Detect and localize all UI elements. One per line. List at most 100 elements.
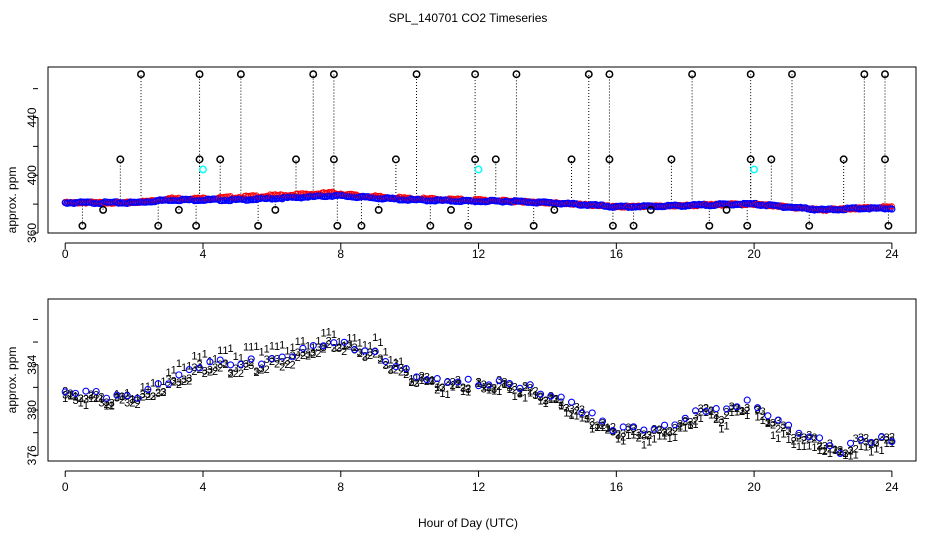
green-2-marker: 2: [481, 379, 487, 391]
black-outlier-point: [412, 70, 421, 79]
blue-3-marker: 3: [403, 367, 409, 379]
green-2-marker: 2: [367, 350, 373, 362]
green-2-marker: 2: [641, 429, 647, 441]
green-2-marker: 2: [455, 378, 461, 390]
green-2-marker: 2: [677, 421, 683, 433]
red-1-marker: 1: [150, 378, 156, 390]
blue-3-marker: 3: [326, 336, 332, 348]
green-2-marker: 2: [765, 418, 771, 430]
green-2-marker: 2: [527, 385, 533, 397]
top-x-tick-label: 8: [337, 247, 344, 261]
blue-3-marker: 3: [119, 391, 125, 403]
red-1-marker: 1: [558, 401, 564, 413]
blue-circle-point: [103, 394, 111, 402]
blue-3-marker: 3: [129, 395, 135, 407]
red-1-marker: 1: [878, 445, 884, 457]
red-1-marker: 1: [212, 354, 218, 366]
blue-3-marker: 3: [320, 342, 326, 354]
black-outlier-point: [236, 70, 245, 79]
blue-circle-point: [588, 409, 596, 417]
green-2-marker: 2: [346, 340, 352, 352]
red-1-marker: 1: [222, 345, 228, 357]
blue-3-marker: 3: [584, 414, 590, 426]
blue-3-marker: 3: [310, 347, 316, 359]
black-outlier-point: [333, 221, 342, 230]
red-1-marker: 1: [140, 381, 146, 393]
red-1-marker: 1: [532, 389, 538, 401]
blue-circle-point: [857, 436, 865, 444]
red-1-marker: 1: [114, 389, 120, 401]
black-outlier-point: [646, 205, 655, 214]
green-2-marker: 2: [155, 387, 161, 399]
red-1-marker: 1: [734, 406, 740, 418]
blue-3-marker: 3: [868, 438, 874, 450]
green-2-marker: 2: [150, 391, 156, 403]
red-1-marker: 1: [351, 333, 357, 345]
red-1-marker: 1: [506, 384, 512, 396]
red-1-marker: 1: [486, 384, 492, 396]
red-1-marker: 1: [393, 357, 399, 369]
black-outlier-point: [447, 205, 455, 214]
blue-circle-point: [196, 364, 204, 372]
red-1-marker: 1: [129, 394, 135, 406]
black-outlier-point: [195, 155, 204, 164]
blue-circle-point: [289, 353, 297, 361]
green-2-marker: 2: [785, 426, 791, 438]
red-1-marker: 1: [656, 430, 662, 442]
black-outlier-point: [584, 70, 593, 79]
top-x-tick-label: 4: [200, 247, 207, 261]
blue-circle-point: [144, 385, 152, 394]
blue-circle-point: [547, 392, 555, 400]
green-2-marker: 2: [114, 391, 120, 403]
green-2-marker: 2: [698, 406, 704, 418]
red-1-marker: 1: [574, 410, 580, 422]
green-2-marker: 2: [78, 393, 84, 405]
blue-3-marker: 3: [744, 402, 750, 414]
black-outlier-point: [216, 155, 225, 164]
blue-3-marker: 3: [630, 423, 636, 435]
blue-3-marker: 3: [439, 382, 445, 394]
green-2-marker: 2: [625, 424, 631, 436]
green-2-marker: 2: [796, 433, 802, 445]
red-1-marker: 1: [295, 336, 301, 348]
blue-circle-point: [320, 342, 328, 350]
blue-circle-point: [330, 339, 338, 347]
red-1-marker: 1: [517, 387, 523, 399]
green-2-marker: 2: [171, 377, 177, 389]
blue-3-marker: 3: [610, 426, 616, 438]
green-2-marker: 2: [563, 403, 569, 415]
red-1-marker: 1: [553, 394, 559, 406]
blue-circle-point: [702, 407, 710, 415]
green-2-marker: 2: [620, 431, 626, 443]
green-2-marker: 2: [83, 394, 89, 406]
black-outlier-point: [767, 155, 776, 164]
blue-3-marker: 3: [346, 339, 352, 351]
red-1-marker: 1: [67, 390, 73, 402]
red-1-marker: 1: [176, 358, 182, 370]
blue-circle-point: [578, 409, 586, 417]
green-2-marker: 2: [884, 435, 890, 447]
red-1-marker: 1: [646, 437, 652, 449]
black-outlier-point: [374, 205, 383, 214]
green-2-marker: 2: [295, 352, 301, 364]
red-1-marker: 1: [496, 386, 502, 398]
red-1-marker: 1: [811, 442, 817, 454]
top-y-axis-label: approx. ppm: [5, 167, 19, 234]
blue-3-marker: 3: [181, 374, 187, 386]
blue-3-marker: 3: [884, 432, 890, 444]
blue-circle-point: [278, 353, 286, 361]
blue-3-marker: 3: [842, 448, 848, 460]
red-1-marker: 1: [842, 450, 848, 462]
green-2-marker: 2: [543, 395, 549, 407]
top-panel: 0 4 8 12 16 20 24 360 400 440 approx. ppm: [5, 66, 917, 261]
bottom-y-tick-label: 380: [25, 400, 39, 420]
black-outlier-point: [357, 221, 366, 230]
red-1-marker: 1: [98, 393, 104, 405]
green-2-marker: 2: [103, 399, 109, 411]
blue-3-marker: 3: [408, 377, 414, 389]
blue-circle-point: [216, 356, 224, 364]
blue-3-marker: 3: [522, 381, 528, 393]
top-data-layer: [61, 70, 896, 230]
green-2-marker: 2: [615, 428, 621, 440]
green-2-marker: 2: [889, 432, 895, 444]
